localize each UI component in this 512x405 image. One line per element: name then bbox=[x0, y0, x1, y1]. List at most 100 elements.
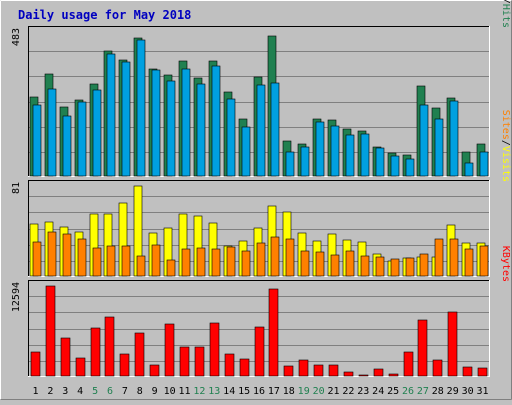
visits-sites-bar-day-18 bbox=[285, 238, 295, 277]
panel-visits-max-label: 81 bbox=[11, 182, 22, 194]
x-tick-label-14: 14 bbox=[223, 386, 235, 397]
panel-hits-max-label: 483 bbox=[11, 28, 22, 46]
hits-files-bar-day-1 bbox=[32, 104, 42, 177]
chart-panels: 483Pages/Files/Hits81Sites/Visits12594KB… bbox=[11, 0, 511, 377]
kbytes-kbytes-bar-day-20 bbox=[313, 364, 324, 377]
visits-sites-bar-day-20 bbox=[315, 251, 325, 277]
legend-entry: Hits bbox=[500, 4, 511, 28]
x-tick-label-1: 1 bbox=[32, 386, 38, 397]
kbytes-kbytes-bar-day-31 bbox=[477, 367, 488, 377]
hits-files-bar-day-2 bbox=[47, 88, 57, 177]
kbytes-kbytes-bar-day-27 bbox=[417, 319, 428, 377]
hits-files-bar-day-31 bbox=[479, 151, 489, 177]
x-axis-labels: 1 2 3 4 5 6 7 8 9 10 11 12 13 14 15 16 17 18 19 20 21 22 23 24 2… bbox=[32, 386, 488, 397]
x-tick-label-21: 21 bbox=[327, 386, 339, 397]
x-tick-label-25: 25 bbox=[387, 386, 399, 397]
legend-entry: Visits bbox=[500, 146, 511, 182]
visits-sites-bar-day-4 bbox=[77, 238, 87, 277]
kbytes-kbytes-bar-day-4 bbox=[75, 357, 86, 377]
hits-files-bar-day-23 bbox=[360, 133, 370, 177]
x-tick-label-31: 31 bbox=[476, 386, 488, 397]
hits-files-bar-day-19 bbox=[300, 146, 310, 177]
kbytes-kbytes-bar-day-14 bbox=[224, 353, 235, 377]
legend-separator: / bbox=[500, 0, 511, 4]
panel-hits-legend: Pages/Files/Hits bbox=[500, 0, 511, 28]
visits-sites-bar-day-31 bbox=[479, 245, 489, 277]
hits-files-bar-day-6 bbox=[106, 53, 116, 177]
legend-entry: KBytes bbox=[500, 246, 511, 282]
visits-sites-bar-day-5 bbox=[92, 247, 102, 277]
visits-sites-bar-day-27 bbox=[419, 253, 429, 277]
panel-hits: 483 Pages/Files/Hits bbox=[11, 0, 511, 177]
hits-files-bar-day-28 bbox=[434, 118, 444, 177]
legend-separator: / bbox=[500, 140, 511, 146]
visits-sites-bar-day-22 bbox=[345, 250, 355, 277]
kbytes-kbytes-bar-day-11 bbox=[179, 346, 190, 377]
x-tick-label-8: 8 bbox=[137, 386, 143, 397]
x-tick-label-26: 26 bbox=[402, 386, 414, 397]
kbytes-kbytes-bar-day-7 bbox=[119, 353, 130, 377]
hits-files-bar-day-14 bbox=[226, 98, 236, 177]
hits-files-bar-day-8 bbox=[136, 39, 146, 177]
kbytes-kbytes-bar-day-6 bbox=[104, 316, 115, 377]
kbytes-kbytes-bar-day-23 bbox=[358, 374, 369, 377]
x-tick-label-15: 15 bbox=[238, 386, 250, 397]
visits-sites-bar-day-16 bbox=[256, 242, 266, 277]
hits-files-bar-day-27 bbox=[419, 104, 429, 177]
x-tick-label-27: 27 bbox=[417, 386, 429, 397]
x-tick-label-2: 2 bbox=[47, 386, 53, 397]
visits-sites-bar-day-1 bbox=[32, 241, 42, 277]
hits-files-bar-day-16 bbox=[256, 84, 266, 177]
kbytes-kbytes-bar-day-25 bbox=[388, 373, 399, 377]
x-tick-label-12: 12 bbox=[193, 386, 205, 397]
hits-files-bar-day-29 bbox=[449, 100, 459, 177]
panel-visits: 81 Sites/Visits bbox=[11, 110, 511, 277]
x-tick-label-4: 4 bbox=[77, 386, 83, 397]
x-tick-label-3: 3 bbox=[62, 386, 68, 397]
x-tick-label-28: 28 bbox=[432, 386, 444, 397]
hits-files-bar-day-30 bbox=[464, 162, 474, 177]
hits-files-bar-day-4 bbox=[77, 101, 87, 177]
visits-sites-bar-day-7 bbox=[121, 245, 131, 277]
visits-sites-bar-day-9 bbox=[151, 244, 161, 277]
x-tick-label-13: 13 bbox=[208, 386, 220, 397]
visits-sites-bar-day-23 bbox=[360, 255, 370, 277]
kbytes-kbytes-bar-day-5 bbox=[90, 327, 101, 377]
chart-title: Daily usage for May 2018 bbox=[18, 8, 191, 22]
hits-files-bar-day-21 bbox=[330, 125, 340, 177]
visits-sites-bar-day-21 bbox=[330, 254, 340, 277]
x-tick-label-17: 17 bbox=[268, 386, 280, 397]
hits-files-bar-day-17 bbox=[270, 82, 280, 177]
x-tick-label-23: 23 bbox=[357, 386, 369, 397]
panel-kbytes-legend: KBytes bbox=[500, 246, 511, 282]
visits-sites-bar-day-30 bbox=[464, 248, 474, 277]
visits-sites-bar-day-17 bbox=[270, 236, 280, 277]
kbytes-kbytes-bar-day-12 bbox=[194, 346, 205, 377]
x-tick-label-24: 24 bbox=[372, 386, 384, 397]
kbytes-kbytes-bar-day-29 bbox=[447, 311, 458, 377]
hits-files-bar-day-5 bbox=[92, 89, 102, 177]
kbytes-kbytes-bar-day-26 bbox=[403, 351, 414, 377]
panel-visits-legend: Sites/Visits bbox=[500, 110, 511, 182]
visits-sites-bar-day-3 bbox=[62, 233, 72, 277]
kbytes-kbytes-bar-day-13 bbox=[209, 322, 220, 377]
kbytes-kbytes-bar-day-10 bbox=[164, 323, 175, 377]
hits-files-bar-day-10 bbox=[166, 80, 176, 177]
x-tick-label-22: 22 bbox=[342, 386, 354, 397]
kbytes-kbytes-bar-day-30 bbox=[462, 366, 473, 377]
visits-sites-bar-day-10 bbox=[166, 259, 176, 277]
kbytes-kbytes-bar-day-15 bbox=[239, 358, 250, 377]
kbytes-kbytes-bar-day-17 bbox=[268, 288, 279, 377]
hits-files-bar-day-18 bbox=[285, 151, 295, 177]
x-tick-label-10: 10 bbox=[164, 386, 176, 397]
kbytes-kbytes-bar-day-3 bbox=[60, 337, 71, 377]
hits-files-bar-day-15 bbox=[241, 126, 251, 177]
hits-files-bar-day-9 bbox=[151, 69, 161, 177]
x-tick-label-7: 7 bbox=[122, 386, 128, 397]
visits-sites-bar-day-8 bbox=[136, 255, 146, 277]
kbytes-kbytes-bar-day-19 bbox=[298, 359, 309, 377]
x-tick-label-30: 30 bbox=[462, 386, 474, 397]
kbytes-kbytes-bar-day-18 bbox=[283, 365, 294, 377]
kbytes-kbytes-bar-day-8 bbox=[134, 332, 145, 377]
